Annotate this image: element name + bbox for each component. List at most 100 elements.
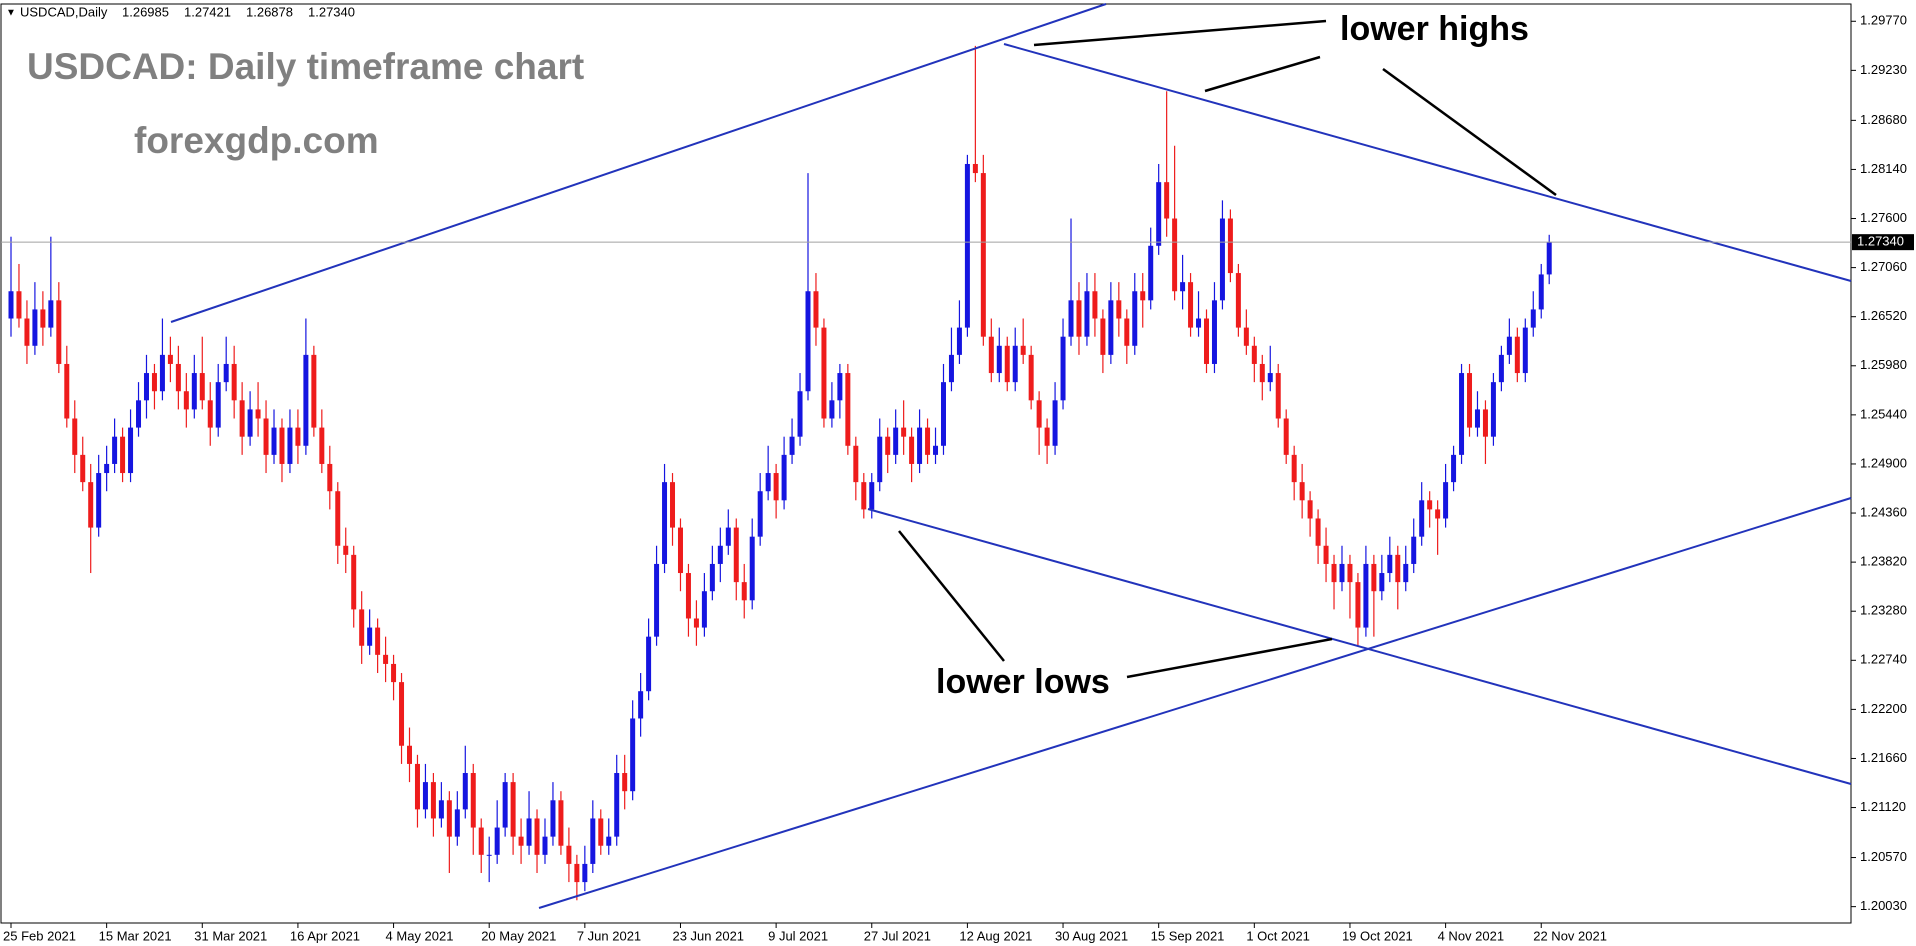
candle-body bbox=[454, 809, 460, 837]
pointer-line bbox=[1204, 55, 1321, 93]
x-tick-label: 9 Jul 2021 bbox=[768, 928, 828, 943]
candle-body bbox=[383, 654, 389, 664]
candle-body bbox=[327, 463, 333, 492]
candle-body bbox=[207, 400, 213, 428]
candle-body bbox=[430, 782, 436, 819]
candle-body bbox=[1387, 554, 1393, 574]
y-tick-label: 1.25980 bbox=[1860, 357, 1907, 372]
candle-body bbox=[797, 391, 803, 437]
chart-subtitle: forexgdp.com bbox=[134, 120, 379, 161]
candle-body bbox=[1395, 554, 1401, 583]
candle-body bbox=[1467, 373, 1473, 428]
candle-body bbox=[16, 291, 22, 319]
x-tick-label: 16 Apr 2021 bbox=[290, 928, 360, 943]
candle-body bbox=[1164, 182, 1170, 219]
annotation-lines bbox=[898, 19, 1557, 679]
candle-body bbox=[1012, 345, 1018, 383]
pointer-line bbox=[1033, 19, 1327, 47]
candle-body bbox=[1140, 291, 1146, 301]
candle-body bbox=[1116, 300, 1122, 319]
candle-body bbox=[56, 300, 62, 364]
candle-body bbox=[1339, 563, 1345, 583]
candle-body bbox=[1219, 218, 1225, 301]
candle-body bbox=[1235, 273, 1241, 328]
candle-body bbox=[1148, 245, 1154, 301]
candle-body bbox=[351, 554, 357, 610]
candle-body bbox=[685, 573, 691, 619]
candle-body bbox=[757, 491, 763, 537]
candle-body bbox=[486, 854, 492, 856]
candle-body bbox=[271, 427, 277, 455]
candle-body bbox=[502, 782, 508, 828]
annotation: lower lows bbox=[936, 663, 1110, 701]
candle-body bbox=[590, 818, 596, 864]
candle-body bbox=[1100, 318, 1106, 355]
y-tick-label: 1.21660 bbox=[1860, 750, 1907, 765]
candle-body bbox=[24, 318, 30, 346]
candle-body bbox=[845, 373, 851, 446]
y-tick-label: 1.21120 bbox=[1860, 799, 1906, 814]
candle-body bbox=[1243, 327, 1249, 346]
candle-body bbox=[821, 327, 827, 419]
candle-body bbox=[1283, 418, 1289, 455]
candle-body bbox=[1403, 563, 1409, 583]
candle-body bbox=[1196, 318, 1202, 328]
candle-body bbox=[709, 563, 715, 592]
candle-body bbox=[239, 400, 245, 437]
chart-title: USDCAD: Daily timeframe chart bbox=[27, 46, 584, 87]
candle-body bbox=[1315, 518, 1321, 546]
candle-body bbox=[1506, 336, 1512, 355]
candle-body bbox=[638, 691, 644, 719]
candle-body bbox=[956, 327, 962, 355]
candle-body bbox=[933, 445, 939, 455]
candle-body bbox=[1474, 409, 1480, 428]
candle-body bbox=[40, 309, 46, 328]
candle-body bbox=[869, 482, 875, 510]
candle-body bbox=[654, 563, 660, 637]
candle-body bbox=[749, 536, 755, 601]
candle-body bbox=[470, 773, 476, 828]
candle-body bbox=[478, 827, 484, 855]
candle-body bbox=[893, 427, 899, 455]
candle-body bbox=[343, 545, 349, 555]
x-tick-label: 15 Mar 2021 bbox=[99, 928, 172, 943]
candle-body bbox=[1427, 500, 1433, 510]
candle-body bbox=[1084, 291, 1090, 337]
y-tick-label: 1.22200 bbox=[1860, 701, 1907, 716]
candle-body bbox=[574, 863, 580, 883]
y-tick-label: 1.26520 bbox=[1860, 308, 1907, 323]
x-tick-label: 23 Jun 2021 bbox=[672, 928, 744, 943]
candle-body bbox=[1267, 373, 1273, 383]
candle-body bbox=[1514, 336, 1520, 374]
annotation: lower highs bbox=[1340, 10, 1529, 48]
candle-body bbox=[295, 427, 301, 446]
candle-body bbox=[1323, 545, 1329, 564]
header-value: 1.26878 bbox=[246, 4, 293, 19]
candle-body bbox=[112, 436, 118, 464]
candle-body bbox=[988, 336, 994, 374]
candle-body bbox=[909, 436, 915, 464]
candle-body bbox=[542, 836, 548, 855]
candle-body bbox=[646, 636, 652, 692]
candle-body bbox=[813, 291, 819, 328]
candle-body bbox=[64, 363, 70, 419]
candle-body bbox=[1451, 454, 1457, 483]
y-tick-label: 1.28140 bbox=[1860, 161, 1907, 176]
candle-body bbox=[159, 354, 165, 392]
candle-body bbox=[1459, 373, 1465, 455]
candle-body bbox=[247, 409, 253, 437]
candle-body bbox=[805, 291, 811, 392]
y-tick-label: 1.24360 bbox=[1860, 504, 1907, 519]
candle-body bbox=[1355, 582, 1361, 628]
candle-body bbox=[1419, 500, 1425, 537]
y-tick-label: 1.29770 bbox=[1860, 13, 1907, 28]
candle-body bbox=[972, 163, 978, 174]
candle-body bbox=[518, 836, 524, 846]
candle-body bbox=[940, 382, 946, 446]
candle-body bbox=[263, 418, 269, 455]
candle-body bbox=[837, 373, 843, 401]
candle-body bbox=[1036, 400, 1042, 428]
candle-body bbox=[80, 454, 86, 483]
candle-body bbox=[104, 463, 110, 474]
